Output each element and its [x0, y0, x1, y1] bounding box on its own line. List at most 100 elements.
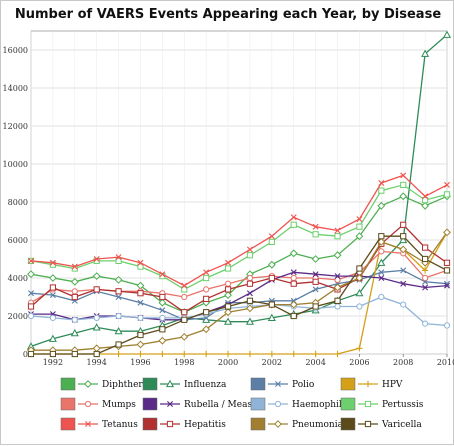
legend-swatch — [60, 397, 76, 411]
legend-item-mumps: Mumps — [60, 397, 136, 411]
legend-marker — [85, 421, 91, 427]
data-point-varicella — [443, 267, 451, 274]
series-line-pertussis — [30, 184, 448, 291]
data-point-hepatitis — [93, 286, 100, 293]
legend-label: Mumps — [102, 400, 136, 410]
data-point-hepatitis — [203, 295, 210, 302]
data-point-polio — [400, 267, 407, 274]
data-point-haemophilus — [443, 322, 451, 329]
data-point-pertussis — [422, 197, 429, 204]
data-point-hepatitis — [246, 280, 254, 287]
data-point-tetanus — [159, 271, 166, 278]
data-point-tetanus — [115, 254, 122, 261]
data-point-tetanus — [71, 263, 78, 270]
data-point-varicella — [115, 341, 122, 348]
x-tick-label: 1998 — [174, 358, 194, 367]
series-group — [26, 30, 452, 358]
data-point-haemophilus — [27, 312, 35, 320]
data-point-diphtheria — [399, 192, 408, 201]
data-point-pneumonia — [202, 325, 211, 334]
series-line-haemophilus — [30, 296, 448, 327]
data-point-diphtheria — [267, 260, 276, 269]
data-point-influenza — [421, 49, 430, 57]
data-point-diphtheria — [114, 275, 123, 284]
legend-marker — [84, 380, 92, 388]
data-point-influenza — [92, 323, 101, 331]
data-point-rubella-measles — [378, 275, 385, 281]
data-point-diphtheria — [27, 270, 35, 279]
series-tetanus — [28, 172, 450, 289]
data-point-varicella — [49, 350, 56, 358]
data-point-influenza — [442, 30, 452, 38]
legend-swatch — [142, 397, 158, 411]
data-point-pneumonia — [136, 340, 145, 349]
x-tick-label: 1994 — [87, 358, 107, 367]
data-point-pneumonia — [333, 283, 342, 292]
data-point-tetanus — [268, 233, 275, 240]
data-point-tetanus — [312, 223, 319, 230]
legend-item-haemophilus: Haemophilus — [250, 397, 353, 411]
data-point-tetanus — [246, 246, 253, 253]
data-point-pertussis — [312, 231, 319, 238]
data-point-polio — [378, 269, 385, 276]
data-point-hpv — [356, 345, 363, 352]
data-point-varicella — [422, 255, 429, 263]
data-point-pertussis — [137, 263, 144, 270]
data-point-hpv — [115, 350, 122, 358]
data-point-varicella — [400, 233, 407, 240]
legend-label: Varicella — [381, 420, 422, 430]
data-point-varicella — [181, 316, 188, 323]
series-line-influenza — [30, 34, 448, 348]
data-point-pertussis — [443, 191, 451, 198]
data-point-pertussis — [268, 238, 275, 246]
data-point-mumps — [181, 293, 188, 301]
data-point-hepatitis — [27, 303, 35, 310]
legend-label: Pertussis — [382, 400, 424, 410]
data-point-influenza — [48, 334, 57, 342]
legend-swatch — [60, 417, 76, 431]
data-point-mumps — [334, 276, 341, 283]
y-tick-label: 2000 — [8, 312, 28, 321]
data-point-tetanus — [444, 181, 450, 188]
legend-marker — [364, 400, 372, 408]
data-point-pertussis — [181, 286, 188, 293]
data-point-hpv — [422, 267, 429, 274]
legend-item-hepatitis: Hepatitis — [142, 417, 226, 431]
y-tick-label: 14000 — [3, 84, 28, 93]
data-point-varicella — [93, 350, 100, 358]
data-point-rubella-measles — [444, 282, 450, 289]
data-point-pertussis — [400, 181, 407, 189]
data-point-influenza — [399, 235, 408, 244]
data-point-tetanus — [28, 257, 34, 264]
data-point-influenza — [70, 328, 79, 337]
data-point-mumps — [422, 274, 429, 282]
data-point-pneumonia — [180, 332, 189, 341]
data-point-hepatitis — [49, 284, 56, 291]
data-point-pertussis — [378, 187, 385, 194]
data-point-polio — [312, 286, 319, 293]
data-point-influenza — [245, 317, 254, 325]
x-tick-label: 2008 — [393, 358, 413, 367]
data-point-pneumonia — [399, 245, 408, 254]
data-point-tetanus — [181, 282, 188, 289]
data-point-haemophilus — [71, 316, 78, 323]
data-point-haemophilus — [422, 320, 429, 327]
data-point-hepatitis — [224, 286, 232, 293]
series-line-varicella — [31, 235, 448, 355]
data-point-polio — [159, 307, 166, 314]
data-point-influenza — [355, 288, 364, 297]
legend-label: Tetanus — [102, 420, 138, 430]
data-point-polio — [115, 294, 122, 300]
data-point-pneumonia — [289, 300, 298, 309]
y-tick-label: 8000 — [8, 198, 28, 207]
series-line-tetanus — [30, 174, 448, 287]
x-tick-label: 2006 — [349, 358, 369, 367]
data-point-hpv — [137, 350, 144, 358]
data-point-rubella-measles — [246, 290, 253, 297]
legend-label: Diphtheria — [102, 380, 152, 390]
y-tick-label: 16000 — [3, 46, 28, 55]
data-point-diphtheria — [377, 201, 386, 210]
data-point-haemophilus — [378, 293, 385, 301]
legend-label: Polio — [292, 380, 314, 390]
